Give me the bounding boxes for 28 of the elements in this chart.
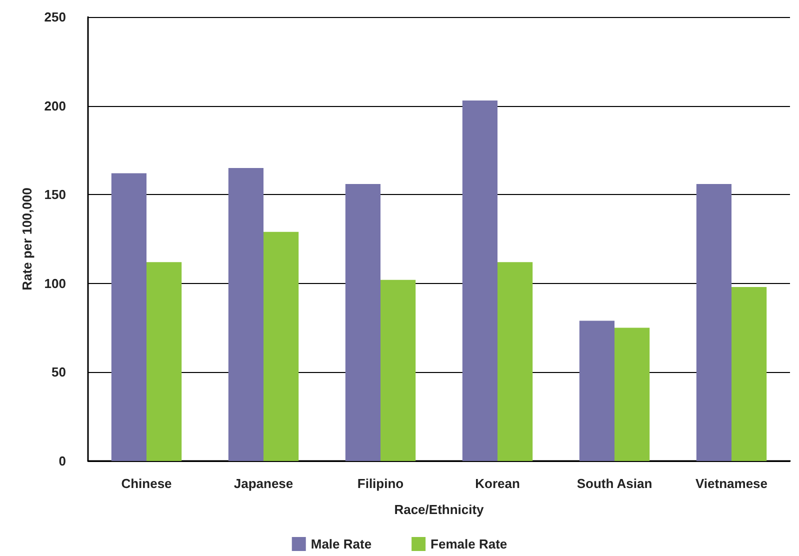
y-tick-label: 150 <box>44 187 66 202</box>
bar <box>498 262 533 461</box>
bar <box>579 320 614 461</box>
bar <box>696 184 732 461</box>
y-tick-label: 250 <box>44 10 66 24</box>
bar <box>380 280 416 461</box>
y-tick-label: 0 <box>58 454 66 468</box>
legend-label: Female Rate <box>430 536 508 552</box>
x-tick-label: Japanese <box>234 476 294 491</box>
legend-label: Male Rate <box>310 536 372 552</box>
y-axis-title: Rate per 100,000 <box>19 188 34 290</box>
x-tick-label: South Asian <box>576 476 652 491</box>
bar <box>732 286 767 461</box>
x-tick-label: Vietnamese <box>695 476 768 491</box>
bar <box>345 184 380 461</box>
y-tick-label: 50 <box>52 364 66 380</box>
x-tick-label: Filipino <box>357 476 404 491</box>
bar <box>462 100 498 461</box>
y-tick-label: 200 <box>44 98 66 114</box>
x-tick-label: Chinese <box>121 476 172 491</box>
bar <box>111 173 146 461</box>
x-tick-label: Korean <box>475 476 520 491</box>
bar <box>614 328 650 461</box>
x-axis-title: Race/Ethnicity <box>394 502 485 517</box>
bar <box>146 262 182 461</box>
y-tick-label: 100 <box>44 276 66 291</box>
bar <box>228 168 264 461</box>
bar <box>264 232 299 461</box>
